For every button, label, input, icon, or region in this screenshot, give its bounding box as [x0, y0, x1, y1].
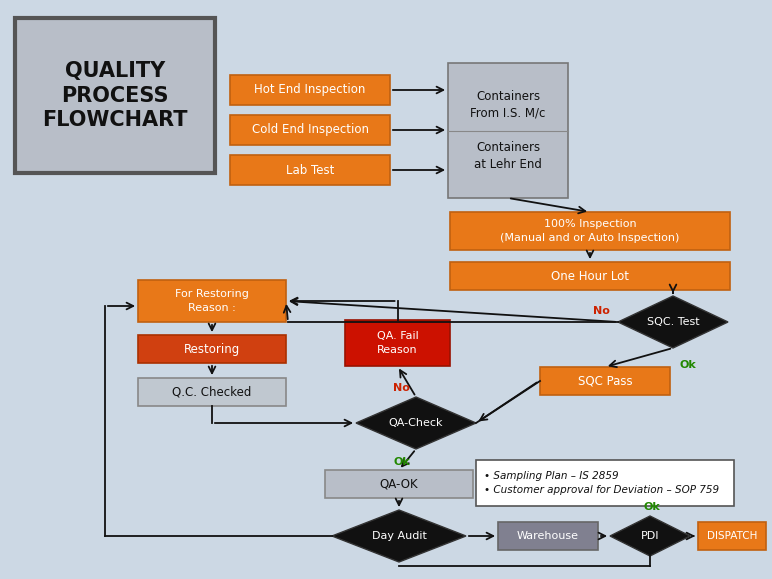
Text: No: No — [593, 306, 610, 316]
FancyBboxPatch shape — [138, 280, 286, 322]
Text: SQC. Test: SQC. Test — [647, 317, 699, 327]
FancyBboxPatch shape — [325, 470, 473, 498]
Text: No: No — [393, 383, 410, 393]
Text: PDI: PDI — [641, 531, 659, 541]
Text: Lab Test: Lab Test — [286, 163, 334, 177]
Polygon shape — [356, 397, 476, 449]
Text: Ok: Ok — [393, 457, 410, 467]
Text: Warehouse: Warehouse — [517, 531, 579, 541]
Text: QA. Fail
Reason: QA. Fail Reason — [377, 331, 418, 354]
Text: Ok: Ok — [679, 360, 696, 370]
FancyBboxPatch shape — [230, 75, 390, 105]
Polygon shape — [332, 510, 466, 562]
Text: QA-Check: QA-Check — [389, 418, 443, 428]
Polygon shape — [610, 516, 690, 556]
Text: DISPATCH: DISPATCH — [707, 531, 757, 541]
FancyBboxPatch shape — [230, 115, 390, 145]
FancyBboxPatch shape — [498, 522, 598, 550]
FancyBboxPatch shape — [138, 378, 286, 406]
Text: Containers
From I.S. M/c

Containers
at Lehr End: Containers From I.S. M/c Containers at L… — [470, 90, 546, 171]
Text: SQC Pass: SQC Pass — [577, 375, 632, 387]
FancyBboxPatch shape — [138, 335, 286, 363]
Text: For Restoring
Reason :: For Restoring Reason : — [175, 290, 249, 313]
Text: One Hour Lot: One Hour Lot — [551, 269, 629, 283]
FancyBboxPatch shape — [540, 367, 670, 395]
FancyBboxPatch shape — [15, 18, 215, 173]
Text: QA-OK: QA-OK — [380, 478, 418, 490]
FancyBboxPatch shape — [476, 460, 734, 506]
Text: Restoring: Restoring — [184, 343, 240, 356]
FancyBboxPatch shape — [450, 262, 730, 290]
Text: • Sampling Plan – IS 2859
• Customer approval for Deviation – SOP 759: • Sampling Plan – IS 2859 • Customer app… — [484, 471, 720, 496]
Polygon shape — [618, 296, 728, 348]
FancyBboxPatch shape — [448, 63, 568, 198]
Text: Day Audit: Day Audit — [371, 531, 426, 541]
Text: Hot End Inspection: Hot End Inspection — [254, 83, 366, 97]
FancyBboxPatch shape — [230, 155, 390, 185]
FancyBboxPatch shape — [450, 212, 730, 250]
Text: Q.C. Checked: Q.C. Checked — [172, 386, 252, 398]
Text: QUALITY
PROCESS
FLOWCHART: QUALITY PROCESS FLOWCHART — [42, 61, 188, 130]
FancyBboxPatch shape — [698, 522, 766, 550]
Text: Ok: Ok — [644, 502, 660, 512]
FancyBboxPatch shape — [345, 320, 450, 366]
Text: Cold End Inspection: Cold End Inspection — [252, 123, 368, 137]
Text: 100% Inspection
(Manual and or Auto Inspection): 100% Inspection (Manual and or Auto Insp… — [500, 219, 679, 243]
